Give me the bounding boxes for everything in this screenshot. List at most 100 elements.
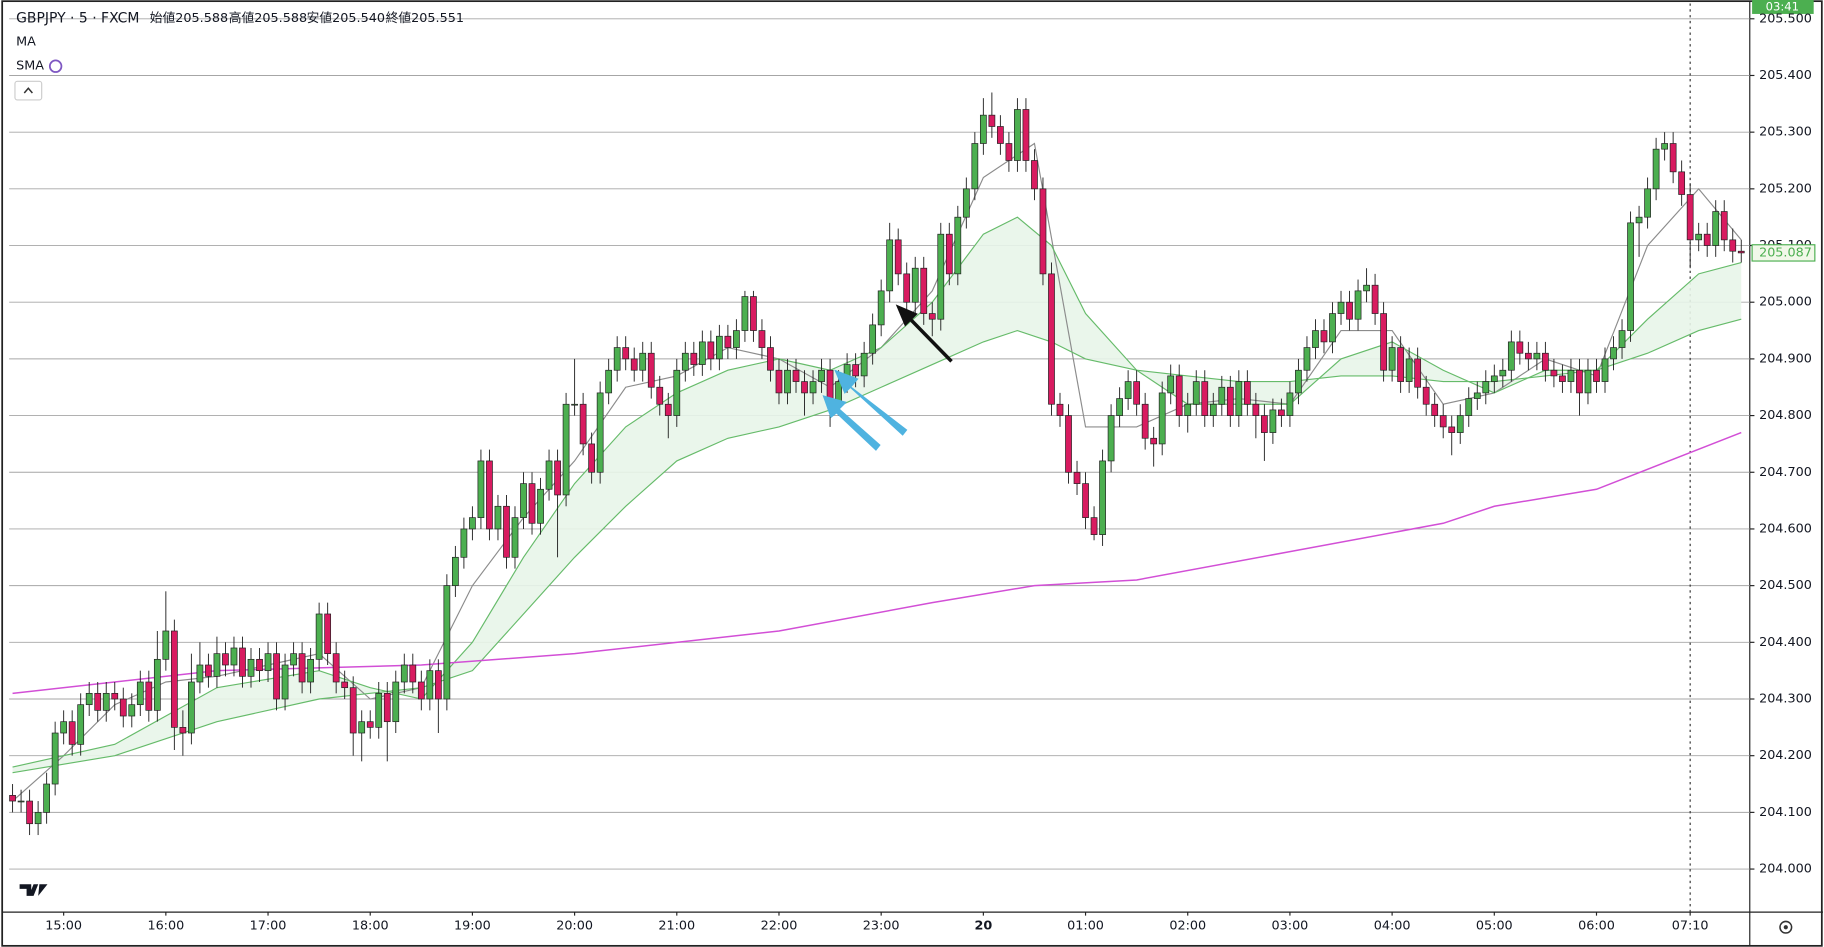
tv-logo (19, 884, 48, 896)
candle-body (9, 795, 16, 802)
candle-body (128, 704, 136, 717)
candle-body (1610, 347, 1617, 360)
candle-body (1218, 386, 1226, 405)
y-tick-label: 204.300 (1759, 692, 1812, 707)
candle-body (469, 517, 476, 530)
candle-body (1661, 143, 1668, 150)
candle-body (1116, 398, 1123, 416)
candle-body (1363, 284, 1370, 292)
candle-body (1235, 381, 1243, 416)
candle-body (179, 727, 187, 734)
candle-body (119, 698, 127, 717)
ohlc-high: 高値205.588 (229, 10, 307, 26)
candle-body (1576, 369, 1583, 394)
candle-body (477, 460, 485, 518)
candle-body (349, 687, 357, 734)
y-tick-label: 204.500 (1759, 578, 1812, 593)
y-tick-label: 204.700 (1759, 465, 1812, 480)
candle-body (1737, 250, 1745, 254)
candle-body (230, 647, 238, 666)
x-tick-label: 02:00 (1169, 919, 1206, 934)
x-tick-label: 05:00 (1476, 919, 1513, 934)
candle-body (1499, 369, 1507, 377)
candle-body (1278, 409, 1285, 416)
collapse-button[interactable] (14, 80, 43, 101)
candle-body (1226, 386, 1234, 416)
candle-body (1107, 415, 1115, 462)
candle-body (1490, 375, 1498, 382)
candle-body (443, 585, 451, 700)
candle-body (1261, 415, 1268, 433)
candle-body (979, 114, 987, 144)
candle-body (1601, 358, 1609, 382)
candle-body (937, 233, 945, 320)
candle-body (554, 460, 561, 496)
candle-body (111, 692, 119, 700)
candle-body (486, 460, 493, 530)
candle-body (51, 732, 59, 785)
candle-body (622, 347, 630, 360)
candle-body (1524, 352, 1532, 360)
candle-body (767, 347, 774, 371)
candle-body (954, 216, 962, 275)
candle-body (1099, 460, 1106, 535)
y-tick-label: 204.900 (1759, 351, 1812, 366)
candle-body (1397, 347, 1404, 382)
indicator-icon[interactable] (48, 59, 63, 73)
candle-body (920, 267, 928, 314)
candle-body (1150, 437, 1158, 445)
candle-body (1031, 160, 1038, 190)
indicator-label[interactable]: MA (16, 34, 36, 49)
candle-body (596, 392, 604, 473)
candle-body (1678, 171, 1686, 195)
candle-body (962, 188, 970, 218)
candle-body (605, 369, 613, 394)
candle-body (681, 352, 689, 371)
settings-icon[interactable] (1779, 920, 1793, 934)
candle-body (579, 403, 587, 445)
candle-body (1201, 381, 1209, 416)
candle-body (1669, 143, 1677, 173)
candle-body (656, 386, 664, 405)
candle-body (1209, 403, 1217, 416)
y-tick-label: 205.300 (1759, 125, 1812, 140)
candle-body (1550, 369, 1558, 377)
x-tick-label: 15:00 (45, 919, 82, 934)
candle-body (945, 233, 953, 275)
x-tick-label: 07:10 (1672, 919, 1709, 934)
candle-body (358, 721, 366, 734)
blue-arrow (834, 369, 908, 436)
candle-body (196, 664, 204, 683)
x-tick-label: 01:00 (1067, 919, 1104, 934)
y-tick-label: 205.400 (1759, 68, 1812, 83)
candle-body (1720, 211, 1728, 241)
last-price-badge (1751, 244, 1816, 262)
candle-body (68, 721, 76, 745)
x-tick-label: 20 (974, 919, 992, 934)
candle-body (545, 460, 553, 490)
candle-body (562, 403, 570, 496)
x-tick-label: 03:00 (1272, 919, 1309, 934)
candle-body (375, 692, 383, 728)
candle-body (1703, 233, 1711, 246)
indicator-label[interactable]: SMA (16, 59, 44, 74)
candle-body (85, 692, 93, 706)
x-tick-label: 23:00 (863, 919, 900, 934)
candle-body (988, 114, 996, 127)
candle-body (205, 664, 212, 677)
candle-body (707, 341, 715, 360)
ma-band (12, 217, 1742, 773)
candle-body (928, 313, 936, 320)
candle-body (1380, 313, 1387, 371)
y-tick-label: 205.000 (1759, 295, 1812, 310)
candle-body (1439, 415, 1447, 428)
ma-band-layer (12, 217, 1742, 773)
candle-body (1048, 273, 1055, 405)
annotations (822, 304, 953, 451)
candle-body (971, 143, 979, 190)
candle-body (34, 812, 42, 825)
candle-body (1542, 352, 1549, 371)
candle-body (1729, 239, 1737, 252)
candle-body (1448, 426, 1456, 433)
